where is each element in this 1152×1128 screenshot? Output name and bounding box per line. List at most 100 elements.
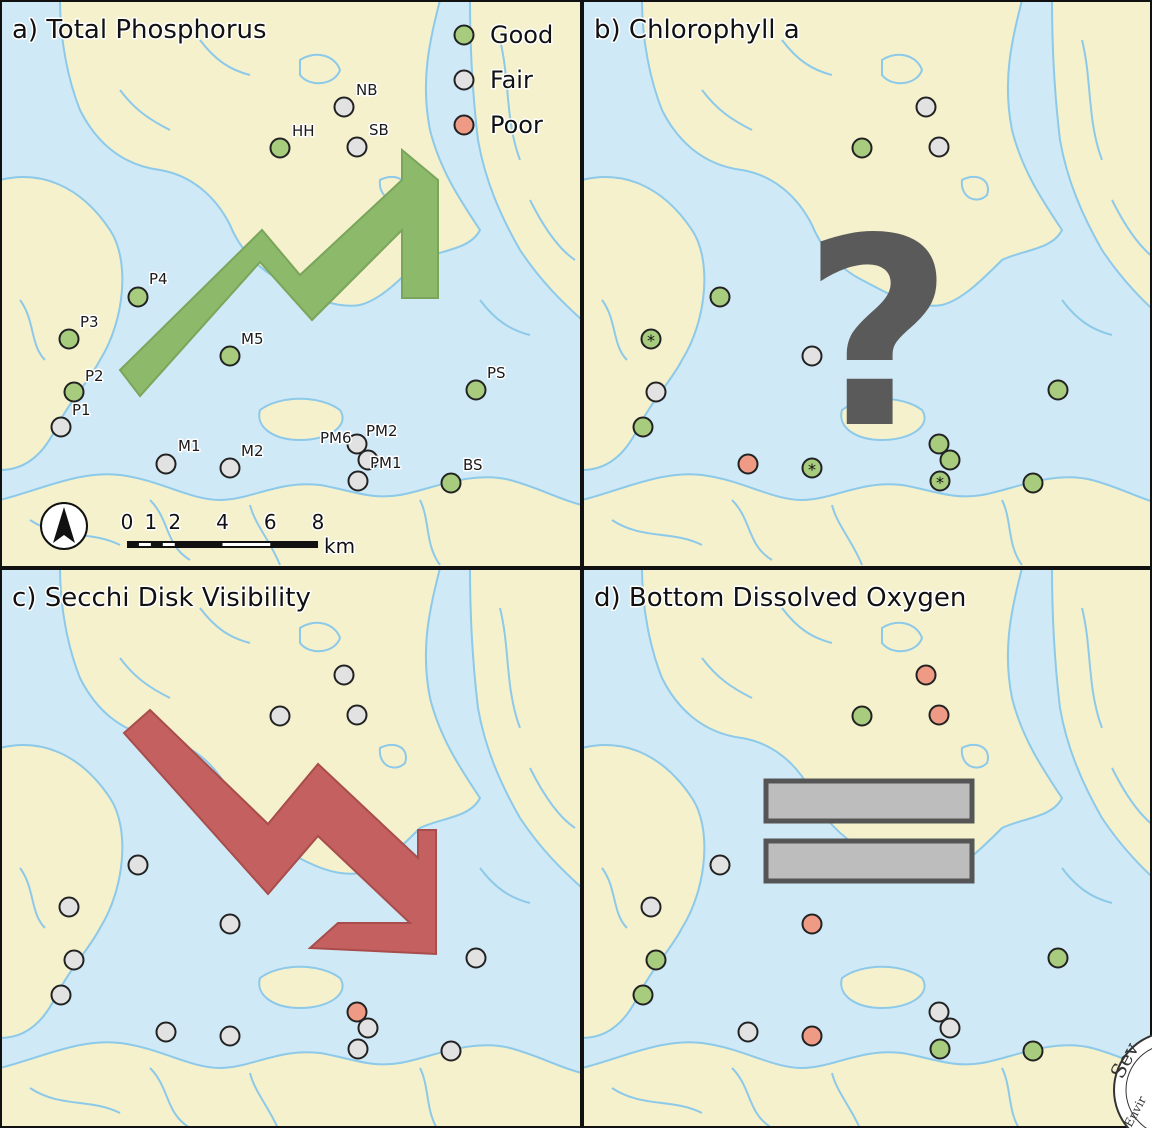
site-p1[interactable]: P1 [50,400,92,438]
site-m2[interactable]: * [801,457,823,480]
site-marker-good[interactable] [1047,379,1069,401]
site-marker-fair[interactable] [440,1040,462,1062]
site-ps[interactable]: PS [465,363,507,401]
site-bs[interactable] [1022,1040,1044,1062]
site-pm1[interactable]: * [929,470,951,493]
site-p1[interactable] [632,984,654,1006]
site-marker-fair[interactable] [939,1017,961,1039]
site-pm6[interactable]: PM6 [319,428,368,455]
site-marker-fair[interactable] [709,854,731,876]
site-marker-good[interactable] [58,328,80,350]
site-m5[interactable] [801,345,823,367]
site-marker-good[interactable] [269,137,291,159]
site-m1[interactable] [155,1021,177,1043]
site-marker-fair[interactable] [915,96,937,118]
site-m5[interactable] [219,913,241,935]
site-nb[interactable]: NB [333,80,379,118]
site-hh[interactable] [851,137,873,159]
site-marker-fair[interactable] [347,1038,369,1060]
site-marker-fair[interactable] [333,664,355,686]
site-marker-poor[interactable] [346,1001,368,1023]
site-sb[interactable] [346,704,368,726]
site-marker-good[interactable] [1047,947,1069,969]
site-marker-good[interactable] [465,379,487,401]
site-bs[interactable]: BS [440,455,484,494]
site-p3[interactable] [58,896,80,918]
site-ps[interactable] [465,947,487,969]
site-marker-good[interactable] [1022,1040,1044,1062]
site-p4[interactable] [709,286,731,308]
site-marker-poor[interactable] [801,1025,823,1047]
site-marker-fair[interactable] [333,96,355,118]
site-m1[interactable] [737,453,759,475]
site-marker-good[interactable] [645,949,667,971]
site-marker-fair[interactable] [58,896,80,918]
site-marker-fair[interactable] [737,1021,759,1043]
site-bs[interactable] [440,1040,462,1062]
site-sb[interactable] [928,704,950,726]
site-marker-poor[interactable] [915,664,937,686]
site-marker-fair[interactable] [50,416,72,438]
site-p1[interactable] [50,984,72,1006]
site-marker-good[interactable] [929,470,951,492]
site-marker-fair[interactable] [346,433,368,455]
site-pm6[interactable] [928,1001,950,1023]
site-p2[interactable] [645,381,667,403]
site-m2[interactable]: M2 [219,441,265,479]
site-marker-fair[interactable] [155,453,177,475]
site-sb[interactable] [928,136,950,158]
site-nb[interactable] [915,96,937,118]
site-marker-poor[interactable] [801,913,823,935]
site-marker-fair[interactable] [645,381,667,403]
site-pm2[interactable] [939,1017,961,1039]
site-m1[interactable] [737,1021,759,1043]
site-marker-fair[interactable] [801,345,823,367]
site-marker-fair[interactable] [50,984,72,1006]
site-marker-good[interactable] [219,345,241,367]
site-m2[interactable] [801,1025,823,1047]
site-p2[interactable] [645,949,667,971]
site-marker-good[interactable] [127,286,149,308]
site-p3[interactable]: * [640,328,662,351]
site-marker-good[interactable] [928,433,950,455]
site-hh[interactable]: HH [269,121,316,159]
site-p4[interactable]: P4 [127,269,169,308]
site-marker-fair[interactable] [357,449,379,471]
site-m5[interactable]: M5 [219,329,265,367]
site-ps[interactable] [1047,947,1069,969]
site-pm2[interactable] [939,449,961,471]
site-p3[interactable]: P3 [58,312,100,350]
site-p4[interactable] [127,854,149,876]
site-p2[interactable]: P2 [63,366,105,403]
site-marker-good[interactable] [63,381,85,403]
site-marker-fair[interactable] [346,136,368,158]
site-bs[interactable] [1022,472,1044,494]
site-sb[interactable]: SB [346,120,390,158]
site-marker-fair[interactable] [347,470,369,492]
site-marker-fair[interactable] [269,705,291,727]
site-hh[interactable] [269,705,291,727]
site-marker-good[interactable] [939,449,961,471]
site-marker-fair[interactable] [640,896,662,918]
site-p1[interactable] [632,416,654,438]
site-nb[interactable] [915,664,937,686]
site-pm1[interactable] [347,1038,369,1060]
site-m5[interactable] [801,913,823,935]
site-pm1[interactable] [929,1038,951,1060]
site-marker-good[interactable] [801,457,823,479]
site-marker-fair[interactable] [63,949,85,971]
site-marker-good[interactable] [632,416,654,438]
site-pm2[interactable]: PM2 [357,421,399,471]
site-marker-poor[interactable] [928,704,950,726]
site-marker-fair[interactable] [219,1025,241,1047]
site-marker-fair[interactable] [127,854,149,876]
site-marker-good[interactable] [709,286,731,308]
site-marker-fair[interactable] [357,1017,379,1039]
site-m1[interactable]: M1 [155,436,202,475]
site-marker-good[interactable] [851,705,873,727]
site-marker-poor[interactable] [737,453,759,475]
site-marker-good[interactable] [929,1038,951,1060]
site-marker-good[interactable] [440,472,462,494]
site-marker-fair[interactable] [346,704,368,726]
site-m2[interactable] [219,1025,241,1047]
